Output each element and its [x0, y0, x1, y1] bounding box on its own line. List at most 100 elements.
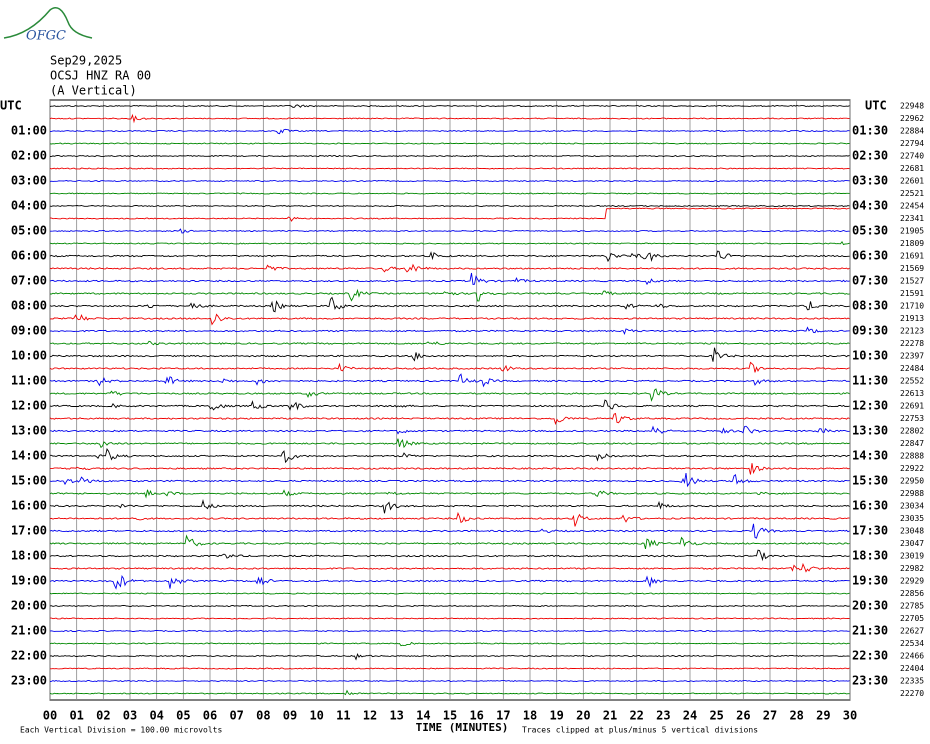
left-time-label: 11:00 — [11, 374, 47, 388]
x-tick-label: 25 — [709, 709, 723, 723]
left-time-label: 06:00 — [11, 249, 47, 263]
left-time-label: 17:00 — [11, 524, 47, 538]
left-time-label: 10:00 — [11, 349, 47, 363]
seismic-trace — [50, 288, 850, 302]
x-tick-label: 26 — [736, 709, 750, 723]
trace-count: 22856 — [900, 589, 924, 598]
right-time-label: 21:30 — [852, 624, 888, 638]
right-time-label: 10:30 — [852, 349, 888, 363]
x-tick-label: 09 — [283, 709, 297, 723]
x-tick-label: 17 — [496, 709, 510, 723]
right-time-label: 05:30 — [852, 224, 888, 238]
x-tick-label: 01 — [69, 709, 83, 723]
left-time-label: 15:00 — [11, 474, 47, 488]
right-time-label: 23:30 — [852, 674, 888, 688]
x-tick-label: 28 — [789, 709, 803, 723]
right-time-label: 01:30 — [852, 124, 888, 138]
date: Sep29,2025 — [50, 54, 122, 68]
right-time-label: 22:30 — [852, 649, 888, 663]
seismic-trace — [50, 448, 850, 464]
trace-count: 22691 — [900, 402, 924, 411]
trace-count: 23034 — [900, 502, 924, 511]
right-time-label: 04:30 — [852, 199, 888, 213]
trace-count: 22888 — [900, 452, 924, 461]
seismic-trace — [49, 373, 850, 388]
seismic-trace — [49, 534, 850, 550]
x-tick-label: 20 — [576, 709, 590, 723]
seismic-trace — [49, 473, 850, 488]
seismic-trace — [49, 592, 850, 595]
component: (A Vertical) — [50, 84, 137, 98]
seismic-trace — [49, 399, 850, 411]
trace-count: 22341 — [900, 214, 924, 223]
trace-count: 22534 — [900, 639, 924, 648]
seismic-trace — [49, 549, 850, 562]
seismic-trace — [49, 240, 850, 246]
x-tick-label: 14 — [416, 709, 430, 723]
left-time-label: 02:00 — [11, 149, 47, 163]
trace-count: 22950 — [900, 477, 924, 486]
seismic-trace — [50, 326, 850, 336]
seismic-trace — [49, 489, 850, 499]
x-tick-label: 30 — [843, 709, 857, 723]
left-time-label: 18:00 — [11, 549, 47, 563]
seismic-trace — [49, 347, 850, 362]
left-time-label: 05:00 — [11, 224, 47, 238]
left-axis-title: UTC — [0, 99, 22, 113]
right-time-label: 11:30 — [852, 374, 888, 388]
right-time-label: 17:30 — [852, 524, 888, 538]
seismic-trace — [49, 204, 850, 208]
trace-count: 21569 — [900, 264, 924, 273]
seismic-trace — [49, 192, 850, 195]
left-time-label: 23:00 — [11, 674, 47, 688]
seismic-trace — [49, 361, 850, 373]
seismic-trace — [49, 412, 850, 426]
seismic-trace — [49, 296, 850, 313]
trace-count: 22785 — [900, 602, 924, 611]
trace-count: 22521 — [900, 189, 924, 198]
trace-count: 22466 — [900, 652, 924, 661]
trace-count: 21913 — [900, 314, 924, 323]
station: OCSJ HNZ RA 00 — [50, 69, 151, 83]
left-time-label: 22:00 — [11, 649, 47, 663]
right-time-label: 16:30 — [852, 499, 888, 513]
right-time-label: 07:30 — [852, 274, 888, 288]
x-tick-label: 06 — [203, 709, 217, 723]
seismic-trace — [49, 167, 850, 170]
seismic-trace — [49, 438, 850, 449]
left-time-label: 12:00 — [11, 399, 47, 413]
trace-count: 22740 — [900, 152, 924, 161]
logo-text: OFGC — [26, 29, 66, 44]
trace-count: 23047 — [900, 539, 924, 548]
x-tick-label: 18 — [523, 709, 537, 723]
left-time-label: 20:00 — [11, 599, 47, 613]
trace-count: 21527 — [900, 277, 924, 286]
seismic-trace — [49, 388, 850, 402]
right-time-label: 15:30 — [852, 474, 888, 488]
right-time-label: 14:30 — [852, 449, 888, 463]
seismic-trace — [49, 113, 850, 124]
seismic-trace — [49, 272, 850, 286]
logo-mark — [3, 7, 93, 39]
seismic-trace — [49, 340, 850, 346]
trace-count: 22123 — [900, 327, 924, 336]
x-tick-label: 03 — [123, 709, 137, 723]
left-time-label: 03:00 — [11, 174, 47, 188]
trace-count: 22794 — [900, 139, 924, 148]
x-tick-label: 29 — [816, 709, 830, 723]
trace-count: 22982 — [900, 564, 924, 573]
seismic-trace — [49, 313, 850, 326]
seismic-trace — [49, 523, 850, 539]
trace-count: 22988 — [900, 489, 924, 498]
left-time-label: 19:00 — [11, 574, 47, 588]
seismic-trace — [49, 263, 850, 273]
seismic-trace — [49, 629, 850, 633]
trace-count: 22705 — [900, 614, 924, 623]
trace-count: 23048 — [900, 527, 924, 536]
right-time-label: 08:30 — [852, 299, 888, 313]
trace-count: 22681 — [900, 164, 924, 173]
left-time-label: 09:00 — [11, 324, 47, 338]
trace-count: 22962 — [900, 114, 924, 123]
seismic-trace — [49, 652, 850, 661]
left-time-label: 13:00 — [11, 424, 47, 438]
